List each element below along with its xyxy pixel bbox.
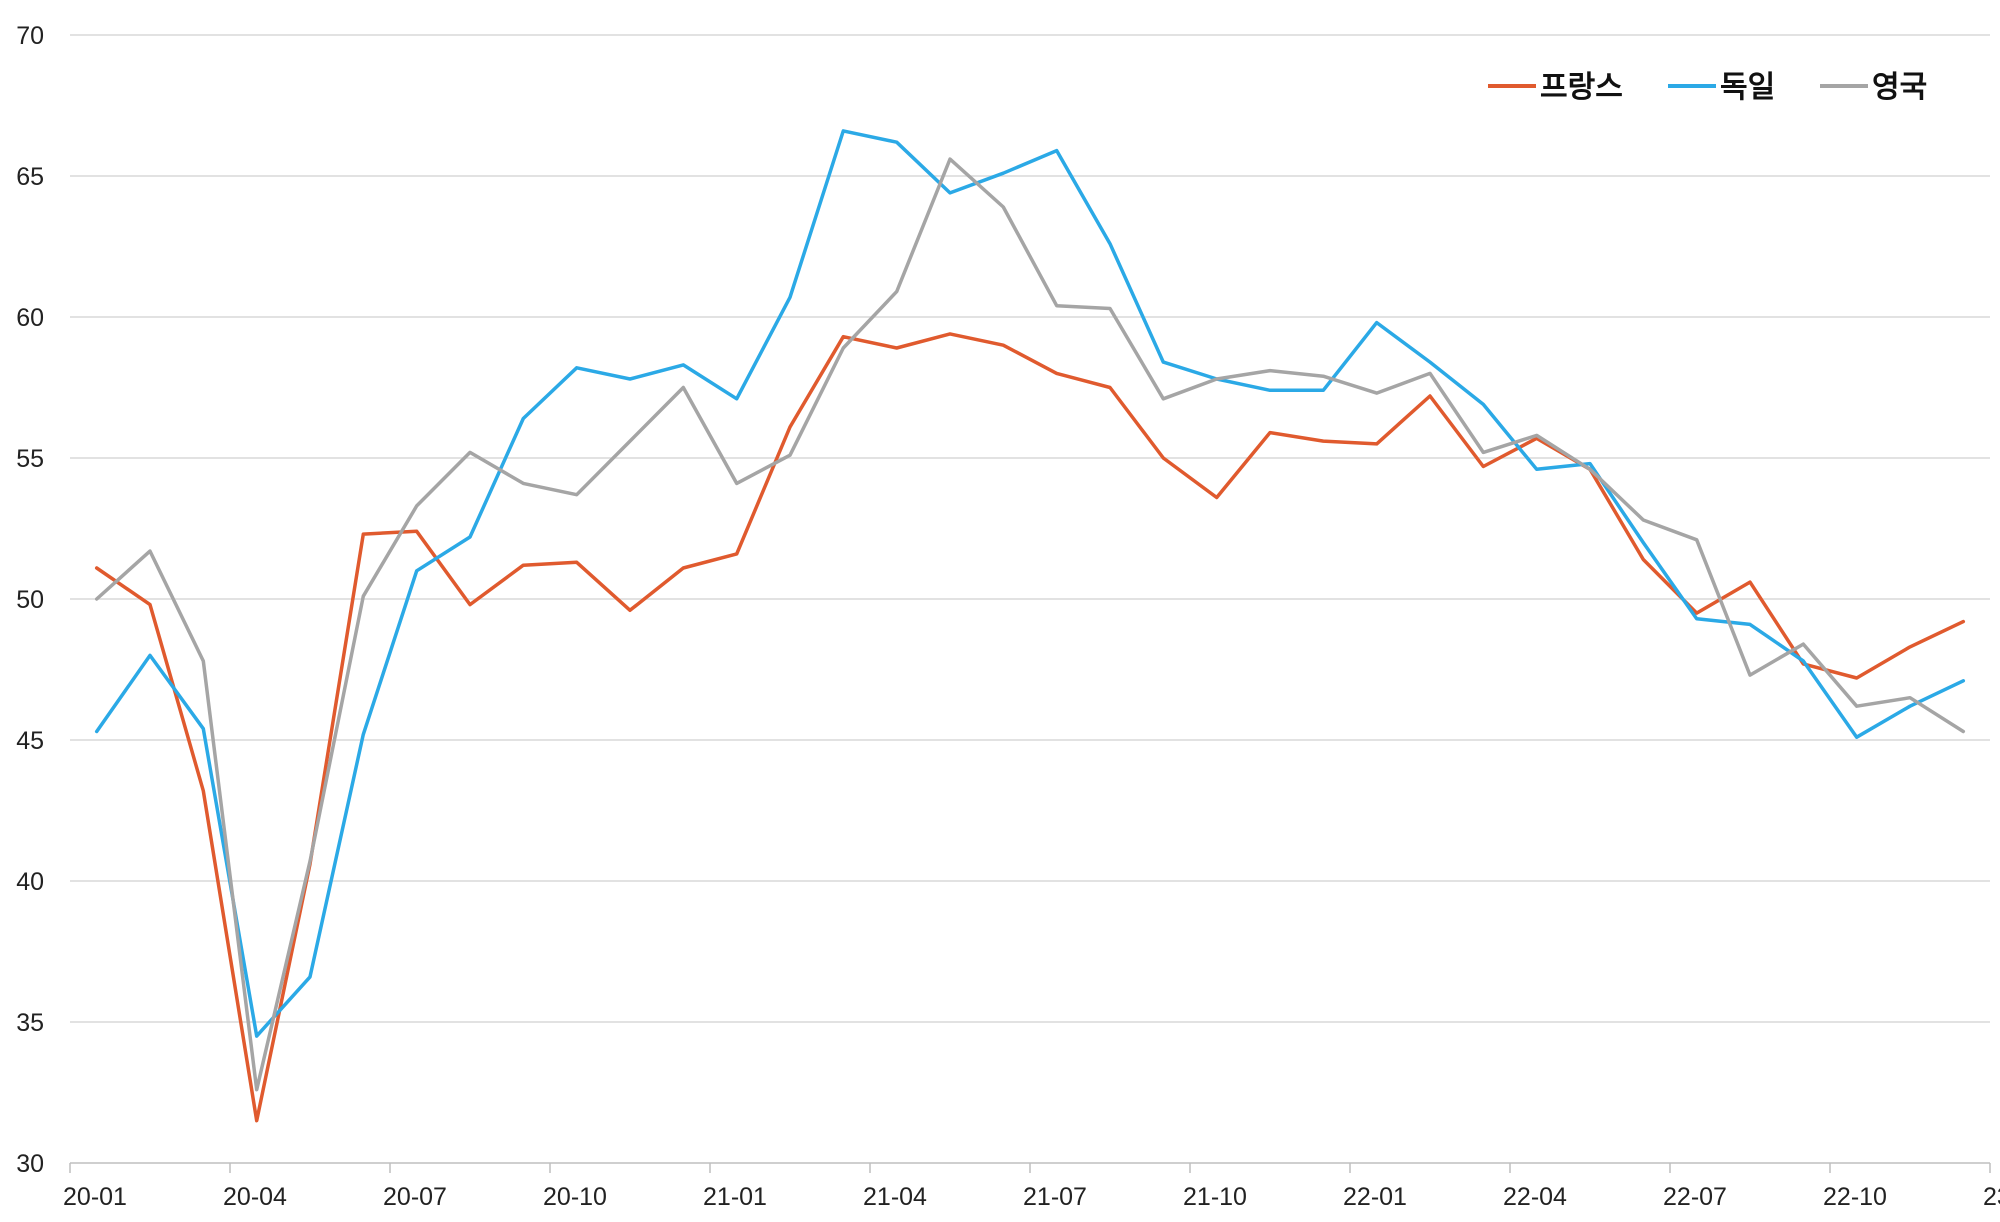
series-line-2: [94, 157, 1966, 1092]
y-tick-label: 30: [16, 1150, 44, 1178]
legend-label: 영국: [1872, 70, 1927, 105]
x-tick-label: 21-10: [1183, 1183, 1247, 1211]
y-tick-label: 50: [16, 586, 44, 614]
series-line-0: [94, 332, 1966, 1123]
axes: 30 35 40 45 50 55 60 65 70 20-01 20-04 20-07 20-10 21…: [16, 22, 2000, 1211]
legend-item: 프랑스: [1488, 70, 1623, 105]
legend-label: 독일: [1720, 70, 1775, 105]
x-tick-label: 20-10: [543, 1183, 607, 1211]
x-tick-label: 21-04: [863, 1183, 927, 1211]
x-tick-label: 22-01: [1343, 1183, 1407, 1211]
series-lines: [94, 129, 1966, 1123]
y-tick-label: 45: [16, 727, 44, 755]
x-tick-label: 22-07: [1663, 1183, 1727, 1211]
y-tick-label: 35: [16, 1009, 44, 1037]
x-tick-label: 23-01: [1983, 1183, 2000, 1211]
series-line-1: [94, 129, 1966, 1038]
y-tick-label: 65: [16, 163, 44, 191]
y-tick-label: 55: [16, 445, 44, 473]
x-tick-label: 20-07: [383, 1183, 447, 1211]
y-tick-label: 70: [16, 22, 44, 50]
gridlines: [70, 34, 1990, 1023]
x-tick-label: 20-01: [63, 1183, 127, 1211]
legend-label: 프랑스: [1540, 70, 1623, 105]
legend: 프랑스 독일 영국: [1488, 70, 1927, 105]
y-tick-label: 40: [16, 868, 44, 896]
x-tick-label: 21-01: [703, 1183, 767, 1211]
x-tick-label: 21-07: [1023, 1183, 1087, 1211]
legend-item: 독일: [1668, 70, 1775, 105]
legend-item: 영국: [1820, 70, 1927, 105]
x-tick-label: 22-04: [1503, 1183, 1567, 1211]
x-tick-label: 20-04: [223, 1183, 287, 1211]
x-tick-label: 22-10: [1823, 1183, 1887, 1211]
y-tick-label: 60: [16, 304, 44, 332]
